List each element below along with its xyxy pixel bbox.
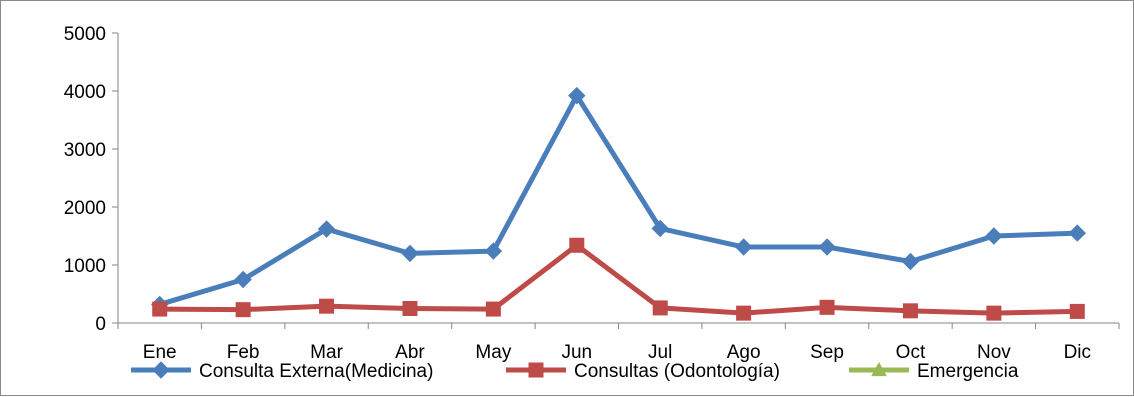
series-0 (151, 86, 1086, 314)
legend-label: Emergencia (917, 361, 1019, 382)
data-point (902, 303, 918, 319)
y-tick-label: 3000 (64, 140, 106, 161)
data-point (1069, 303, 1085, 319)
data-point (901, 252, 920, 271)
x-tick-label: Dic (1064, 342, 1091, 363)
data-point (651, 219, 669, 238)
data-point (319, 298, 335, 314)
x-tick-label: Ene (143, 342, 177, 363)
y-tick-label: 4000 (64, 82, 106, 103)
data-point (152, 301, 168, 317)
x-tick-label: May (475, 342, 511, 363)
data-point (485, 301, 501, 317)
y-tick-label: 5000 (64, 24, 106, 45)
series-line (157, 242, 1080, 316)
data-point (986, 305, 1002, 321)
legend-marker (871, 361, 887, 377)
series-1 (152, 237, 1085, 321)
data-point (402, 301, 418, 316)
legend-label: Consulta Externa(Medicina) (199, 361, 433, 382)
legend-marker (528, 362, 544, 378)
data-point (652, 300, 668, 316)
legend-label: Consultas (Odontología) (574, 361, 780, 382)
x-tick-label: Feb (227, 342, 260, 363)
y-tick-label: 2000 (64, 198, 106, 219)
x-tick-label: Ago (727, 342, 761, 363)
data-point (317, 220, 336, 238)
x-tick-label: Jul (648, 342, 672, 363)
series-line (157, 93, 1080, 307)
legend-item: Consultas (Odontología) (506, 361, 780, 382)
x-tick-label: Mar (310, 342, 343, 363)
data-point (234, 270, 252, 289)
y-tick-label: 1000 (64, 256, 106, 277)
data-point (985, 227, 1003, 245)
data-point (569, 237, 585, 253)
x-tick-label: Nov (977, 342, 1011, 363)
data-point (736, 305, 752, 321)
x-tick-label: Jun (561, 342, 592, 363)
data-point (568, 86, 586, 105)
y-tick-label: 0 (95, 314, 106, 335)
x-tick-label: Oct (896, 342, 926, 363)
data-point (235, 302, 251, 318)
data-point (734, 238, 753, 256)
legend: Consulta Externa(Medicina) Consultas (Odo… (131, 361, 1019, 382)
plot-area (151, 86, 1086, 321)
legend-item: Emergencia (849, 361, 1019, 382)
legend-item: Consulta Externa(Medicina) (131, 361, 433, 382)
x-tick-label: Abr (395, 342, 425, 363)
data-point (818, 238, 836, 256)
x-tick-label: Sep (810, 342, 844, 363)
data-point (1068, 224, 1086, 242)
data-point (484, 242, 503, 260)
legend-marker (152, 361, 170, 379)
axes: 0 1000 2000 3000 4000 5000 Ene Feb Mar Abr May Jun J… (64, 24, 1120, 363)
data-point (819, 299, 835, 315)
data-point (401, 244, 419, 263)
